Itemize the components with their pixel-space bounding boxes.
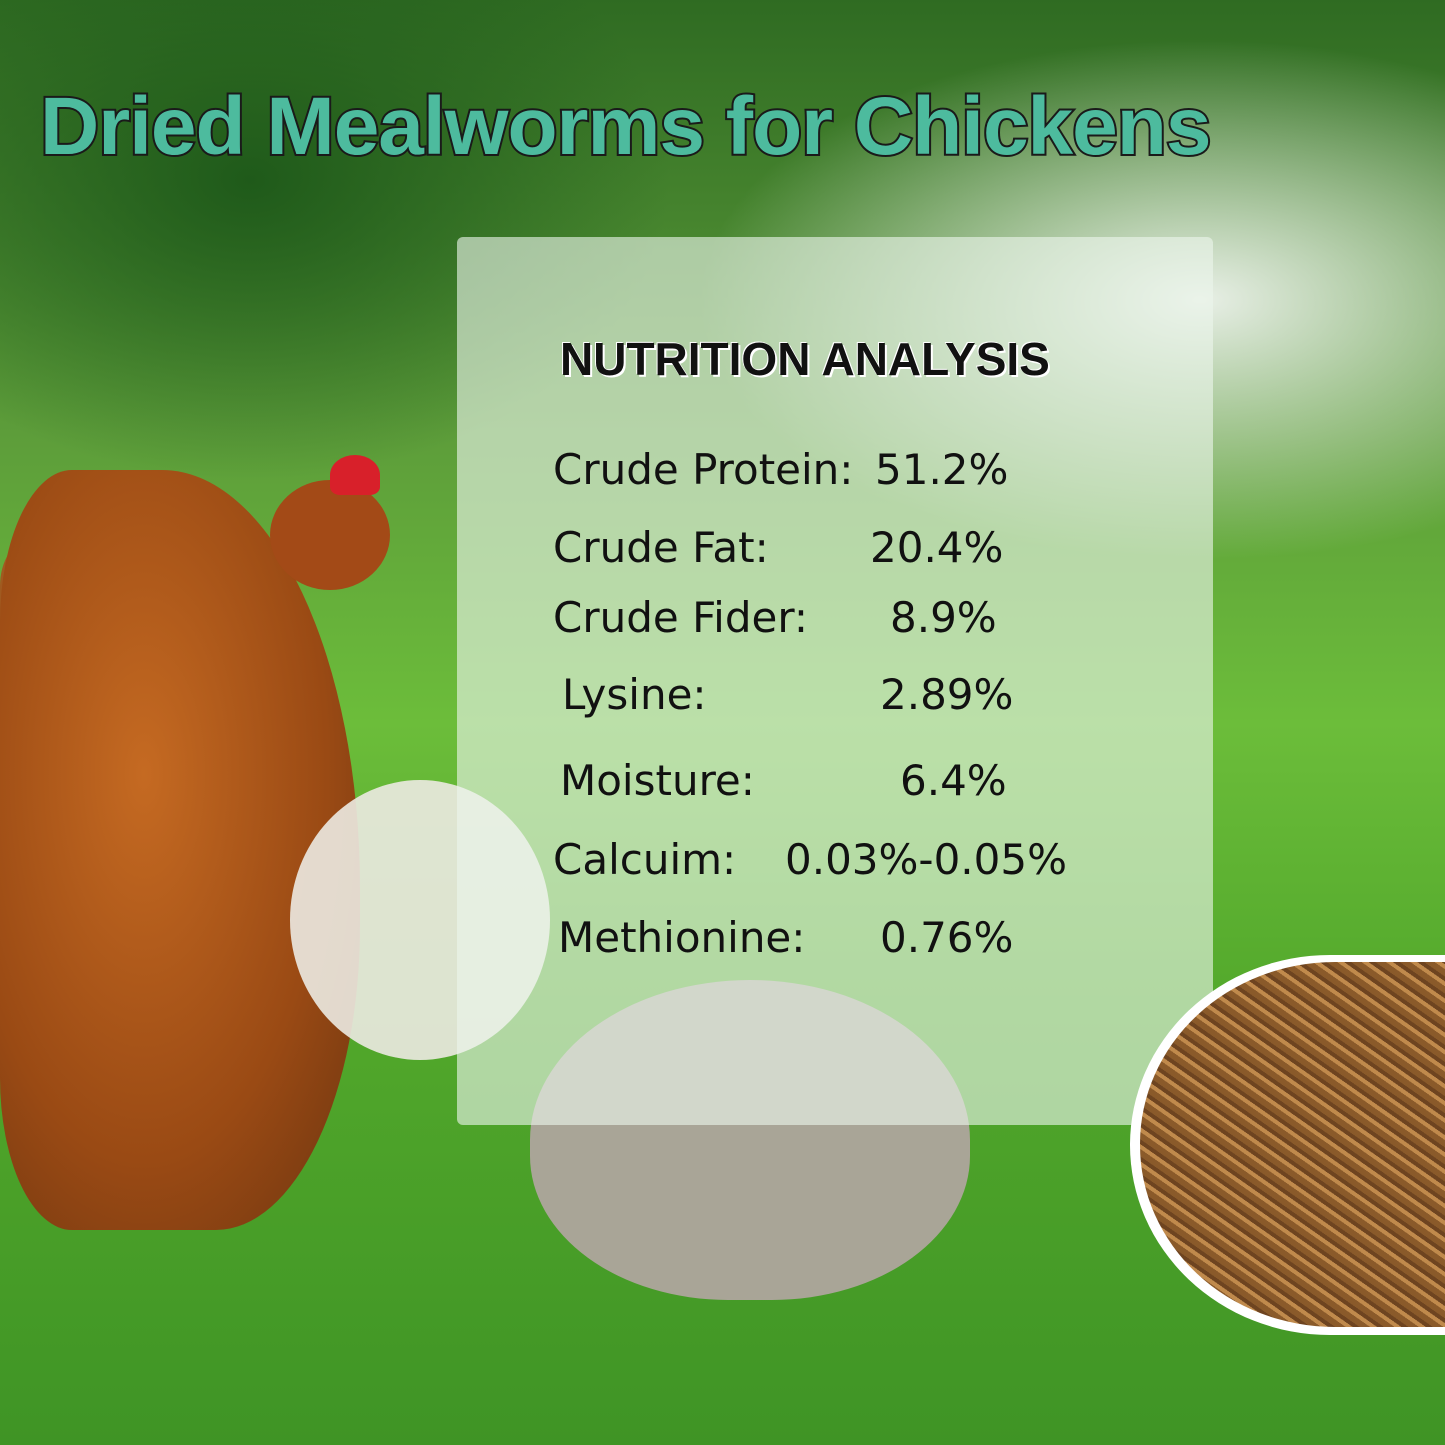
row-value-fiber: 8.9% [890, 593, 997, 642]
row-label-protein: Crude Protein: [553, 445, 854, 494]
hen-photo [0, 470, 360, 1230]
row-label-lysine: Lysine: [562, 670, 707, 719]
nutrition-panel [457, 237, 1213, 1125]
row-label-fiber: Crude Fider: [553, 593, 809, 642]
mealworms-image [1140, 962, 1445, 1327]
row-label-moisture: Moisture: [560, 756, 755, 805]
row-label-calcium: Calcuim: [553, 835, 737, 884]
row-value-methionine: 0.76% [880, 913, 1014, 962]
row-value-fat: 20.4% [870, 523, 1004, 572]
row-label-fat: Crude Fat: [553, 523, 769, 572]
row-value-calcium: 0.03%-0.05% [785, 835, 1068, 884]
row-label-methionine: Methionine: [558, 913, 806, 962]
page-title: Dried Mealworms for Chickens [38, 79, 1213, 174]
nutrition-heading: NUTRITION ANALYSIS [560, 333, 1050, 385]
row-value-moisture: 6.4% [900, 756, 1007, 805]
row-value-lysine: 2.89% [880, 670, 1014, 719]
row-value-protein: 51.2% [875, 445, 1009, 494]
hen-comb [330, 455, 380, 495]
hen-head [270, 480, 390, 590]
